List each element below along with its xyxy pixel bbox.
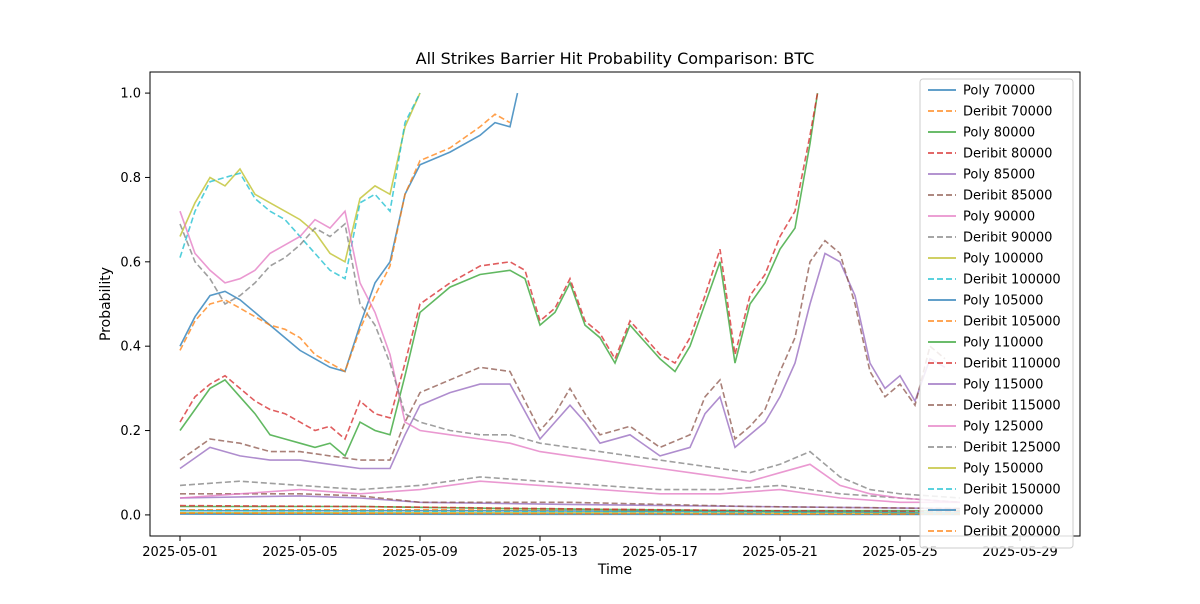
legend: Poly 70000 Deribit 70000 Poly 80000 Deribit… (920, 79, 1073, 548)
legend-label: Deribit 125000 (963, 441, 1061, 456)
y-tick-label: 0.0 (120, 508, 141, 523)
legend-label: Poly 115000 (963, 378, 1043, 393)
legend-label: Poly 80000 (963, 126, 1035, 141)
y-tick-label: 1.0 (120, 87, 141, 102)
x-tick-label: 2025-05-21 (742, 545, 818, 560)
legend-label: Deribit 150000 (963, 483, 1061, 498)
legend-label: Poly 125000 (963, 420, 1043, 435)
legend-label: Poly 100000 (963, 252, 1043, 267)
y-axis-label: Probability (98, 267, 114, 341)
legend-label: Deribit 115000 (963, 399, 1061, 414)
legend-label: Deribit 110000 (963, 357, 1061, 372)
legend-label: Deribit 80000 (963, 147, 1052, 162)
legend-label: Deribit 70000 (963, 105, 1052, 120)
legend-label: Deribit 90000 (963, 231, 1052, 246)
legend-label: Deribit 100000 (963, 273, 1061, 288)
legend-label: Deribit 200000 (963, 525, 1061, 540)
chart-title: All Strikes Barrier Hit Probability Comp… (416, 49, 815, 68)
y-tick-label: 0.2 (120, 424, 141, 439)
legend-label: Poly 90000 (963, 210, 1035, 225)
legend-label: Poly 110000 (963, 336, 1043, 351)
legend-label: Poly 85000 (963, 168, 1035, 183)
x-tick-label: 2025-05-13 (502, 545, 578, 560)
y-tick-label: 0.6 (120, 255, 141, 270)
x-tick-label: 2025-05-17 (622, 545, 698, 560)
legend-label: Deribit 85000 (963, 189, 1052, 204)
legend-label: Poly 150000 (963, 462, 1043, 477)
legend-label: Deribit 105000 (963, 315, 1061, 330)
x-tick-label: 2025-05-05 (262, 545, 338, 560)
legend-label: Poly 70000 (963, 84, 1035, 99)
x-tick-label: 2025-05-01 (142, 545, 218, 560)
x-axis-label: Time (597, 562, 632, 578)
y-tick-label: 0.8 (120, 171, 141, 186)
legend-label: Poly 105000 (963, 294, 1043, 309)
y-tick-label: 0.4 (120, 340, 141, 355)
legend-label: Poly 200000 (963, 504, 1043, 519)
x-tick-label: 2025-05-09 (382, 545, 458, 560)
